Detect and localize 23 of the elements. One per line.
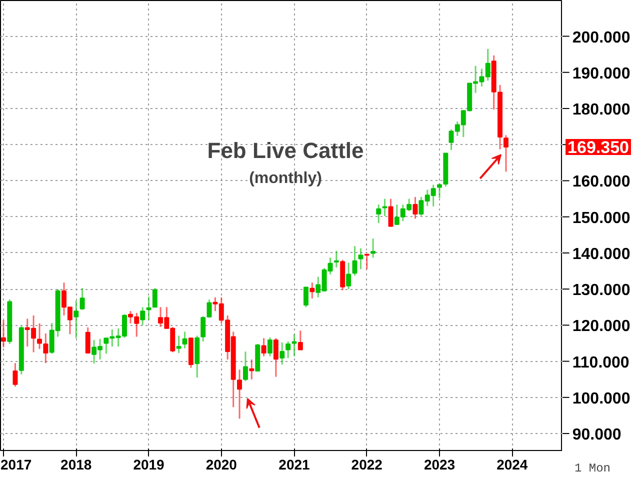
x-tick-label: 2018 [60, 456, 92, 472]
y-tick-label: 100.000 [572, 390, 630, 408]
y-tick-label: 140.000 [572, 246, 630, 263]
y-tick-label: 110.000 [572, 354, 630, 372]
x-tick-label: 2024 [496, 456, 528, 472]
x-tick-label: 2019 [133, 456, 165, 472]
text: Feb Live Cattle [207, 138, 364, 163]
y-tick-label: 130.000 [572, 282, 630, 300]
y-tick-label: 200.000 [572, 29, 630, 46]
x-tick-label: 2021 [278, 456, 310, 472]
y-tick-label: 150.000 [572, 210, 630, 227]
y-tick-label: 90.000 [572, 426, 622, 444]
x-tick-label: 2022 [351, 456, 383, 472]
text: 169.350 [568, 138, 629, 157]
x-tick-label: 2023 [424, 456, 456, 472]
text: 1 Mon [574, 462, 611, 476]
y-tick-label: 180.000 [572, 101, 630, 118]
y-tick-label: 120.000 [572, 318, 630, 336]
x-tick-label: 2017 [0, 456, 32, 472]
x-tick-label: 2020 [206, 456, 238, 472]
y-tick-label: 190.000 [572, 65, 630, 82]
y-tick-label: 160.000 [572, 174, 630, 191]
text: (monthly) [249, 170, 322, 187]
